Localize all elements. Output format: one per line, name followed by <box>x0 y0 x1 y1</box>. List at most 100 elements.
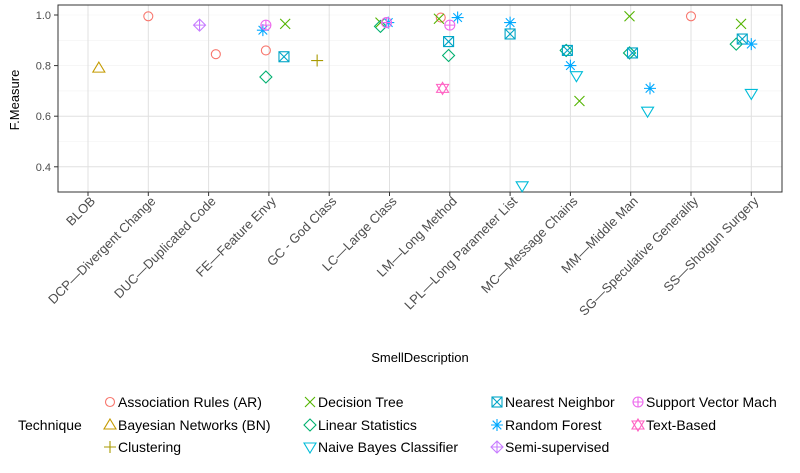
data-point <box>192 18 207 32</box>
legend-key <box>303 418 317 432</box>
marker-part <box>260 45 271 56</box>
marker-part <box>561 45 573 56</box>
x-axis-title: SmellDescription <box>371 350 469 365</box>
marker-part <box>561 44 573 56</box>
marker-part <box>624 10 635 22</box>
marker-part <box>504 16 517 29</box>
data-point <box>515 181 530 193</box>
marker-part <box>435 81 450 93</box>
marker-part <box>736 33 748 45</box>
legend-title: Technique <box>18 417 82 433</box>
data-point <box>736 33 748 45</box>
marker-part <box>433 13 445 25</box>
data-point <box>279 18 291 30</box>
marker-part <box>685 11 697 22</box>
data-point <box>643 82 656 95</box>
data-point <box>91 61 106 73</box>
data-point <box>626 47 639 59</box>
marker-part <box>515 181 530 193</box>
y-tick-label: 0.6 <box>36 111 51 123</box>
marker-part <box>444 20 455 31</box>
marker-part <box>744 88 759 101</box>
y-tick-label: 0.8 <box>36 61 51 73</box>
data-point <box>380 17 393 29</box>
data-points <box>91 10 759 193</box>
data-point <box>504 28 516 40</box>
plot-panel-border <box>57 4 783 193</box>
marker-part <box>278 51 290 63</box>
marker-part <box>278 51 290 63</box>
legend-label: Decision Tree <box>318 394 404 410</box>
marker-part <box>736 33 748 45</box>
marker-part <box>490 440 504 454</box>
marker-part <box>259 70 273 84</box>
data-point <box>311 54 324 67</box>
data-point <box>561 44 573 56</box>
marker-part <box>143 11 154 22</box>
data-point <box>260 45 271 56</box>
marker-part <box>260 20 271 31</box>
data-point <box>504 16 517 29</box>
legend-label: Bayesian Networks (BN) <box>118 417 271 433</box>
marker-part <box>311 54 324 67</box>
marker-part <box>643 82 656 95</box>
marker-part <box>441 48 456 63</box>
marker-part <box>631 417 645 430</box>
data-point <box>624 10 635 22</box>
legend-key <box>104 396 116 408</box>
marker-part <box>373 19 388 34</box>
data-point <box>622 46 637 60</box>
marker-part <box>574 95 585 107</box>
marker-part <box>210 49 221 60</box>
marker-part <box>745 38 758 51</box>
marker-part <box>626 47 639 59</box>
data-point <box>735 18 747 30</box>
marker-part <box>640 106 655 119</box>
data-point <box>373 19 388 34</box>
legend: Technique Association Rules (AR) Bayesian… <box>18 394 777 455</box>
legend-key <box>303 442 317 455</box>
data-point <box>640 106 655 119</box>
marker-part <box>569 71 584 83</box>
y-tick-label: 1.0 <box>36 10 51 22</box>
legend-label: Linear Statistics <box>318 417 417 433</box>
legend-label: Semi-supervised <box>505 439 609 455</box>
data-point <box>433 13 445 25</box>
legend-key <box>631 417 645 433</box>
y-axis-title: F.Measure <box>7 70 22 131</box>
marker-part <box>491 396 503 408</box>
marker-part <box>622 46 637 60</box>
y-tick-label: 0.4 <box>36 162 51 174</box>
marker-part <box>256 24 269 37</box>
data-point <box>256 24 269 37</box>
marker-part <box>103 417 117 430</box>
legend-label: Nearest Neighbor <box>505 394 615 410</box>
data-point <box>435 81 450 96</box>
marker-part <box>504 28 516 40</box>
marker-part <box>451 11 464 24</box>
legend-label: Clustering <box>118 439 181 455</box>
marker-part <box>304 396 316 408</box>
marker-part <box>104 396 116 408</box>
data-point <box>685 11 697 22</box>
marker-part <box>279 18 291 30</box>
legend-label: Naive Bayes Classifier <box>318 439 458 455</box>
legend-key <box>103 417 117 430</box>
legend-label: Support Vector Mach <box>646 394 777 410</box>
data-point <box>443 36 455 48</box>
marker-part <box>729 37 744 51</box>
y-axis: 0.4 0.6 0.8 1.0 <box>36 10 58 174</box>
marker-part <box>303 418 317 432</box>
legend-key <box>304 396 316 408</box>
data-point <box>435 12 446 23</box>
legend-label: Text-Based <box>646 417 716 433</box>
legend-key <box>491 396 503 408</box>
marker-part <box>443 36 454 47</box>
marker-part <box>303 442 317 455</box>
marker-part <box>435 12 446 23</box>
marker-part <box>104 441 116 453</box>
data-point <box>745 38 758 51</box>
marker-part <box>633 397 643 407</box>
data-point <box>210 49 221 60</box>
